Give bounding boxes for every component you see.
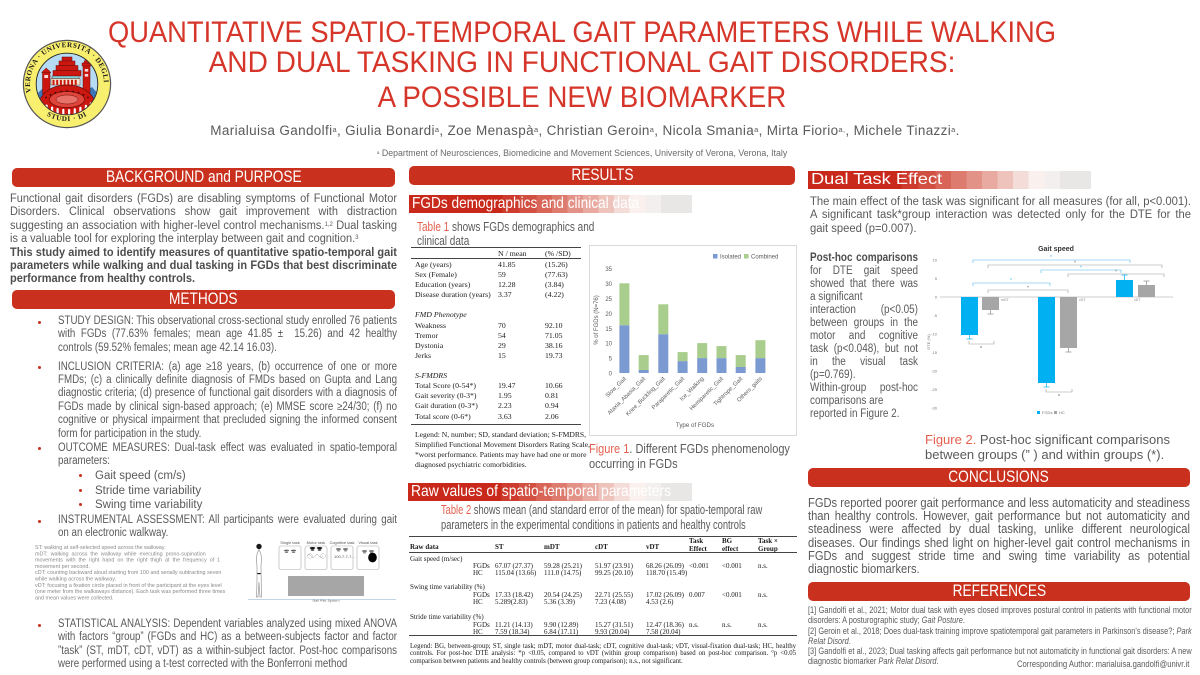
svg-text:mDT: mDT [1001, 298, 1010, 302]
svg-text:Isolated: Isolated [720, 255, 741, 261]
svg-text:while walking across the walkw: while walking across the walkway. [34, 577, 116, 583]
svg-text:20: 20 [605, 312, 612, 318]
svg-text:0: 0 [609, 372, 613, 378]
svg-text:35: 35 [605, 267, 612, 273]
svg-text:Motor task: Motor task [307, 540, 326, 545]
svg-text:ST: walking at self-selected s: ST: walking at self-selected speed acros… [35, 545, 166, 551]
svg-text:cDT: cDT [1079, 298, 1086, 302]
svg-text:*: * [1010, 278, 1012, 284]
svg-text:vDT: vDT [1134, 298, 1141, 302]
svg-text:30: 30 [605, 282, 612, 288]
svg-text:mDT: walking across the wa: mDT: walking across the walkway while ex… [35, 551, 206, 557]
svg-text:*: * [1074, 261, 1076, 267]
svg-text:Type of FGDs: Type of FGDs [676, 422, 714, 429]
svg-text:and mean values were collected: and mean values were collected. [35, 595, 114, 601]
svg-text:Visual task: Visual task [358, 540, 377, 545]
svg-text:*: * [1115, 270, 1117, 276]
svg-text:-20: -20 [931, 369, 938, 374]
svg-text:15: 15 [605, 327, 612, 333]
svg-text:-10: -10 [931, 332, 938, 337]
svg-text:10: 10 [933, 258, 938, 263]
svg-text:-15: -15 [931, 350, 938, 355]
svg-text:10: 10 [605, 342, 612, 348]
svg-text:Gait Rite System: Gait Rite System [313, 599, 340, 603]
svg-text:*: * [980, 346, 982, 352]
svg-text:Single task: Single task [280, 540, 300, 545]
svg-text:% of FGDs (N=76): % of FGDs (N=76) [594, 295, 600, 345]
svg-text:*: * [1058, 394, 1060, 400]
svg-text:cDT: counting backward aloud s: cDT: counting backward aloud starting fr… [35, 570, 221, 576]
svg-text:*: * [1050, 255, 1052, 261]
svg-text:-25: -25 [931, 387, 938, 392]
svg-text:100-7-7-7...: 100-7-7-7... [334, 554, 355, 559]
svg-text:5: 5 [935, 276, 938, 281]
svg-text:(one meter from the walkaways: (one meter from the walkaways distance).… [35, 589, 226, 595]
svg-text:*: * [1080, 266, 1082, 272]
svg-text:-30: -30 [931, 406, 938, 411]
svg-text:DTE (%): DTE (%) [926, 334, 931, 350]
svg-text:*: * [1027, 286, 1029, 292]
svg-text:Cognitive task: Cognitive task [329, 540, 354, 545]
svg-text:Gait speed: Gait speed [1038, 246, 1074, 253]
svg-text:movement per second.: movement per second. [35, 564, 90, 570]
svg-text:0: 0 [935, 295, 938, 300]
svg-text:HC: HC [1059, 410, 1065, 415]
svg-text:25: 25 [605, 297, 612, 303]
svg-text:movements with the right h: movements with the right hand on the rig… [35, 558, 220, 564]
svg-text:5: 5 [609, 357, 613, 363]
svg-text:-5: -5 [933, 313, 937, 318]
svg-text:vDT: focusing a fixation circl: vDT: focusing a fixation circle placed i… [35, 583, 222, 589]
svg-text:FGDs: FGDs [1042, 410, 1052, 415]
svg-text:Combined: Combined [751, 255, 778, 261]
